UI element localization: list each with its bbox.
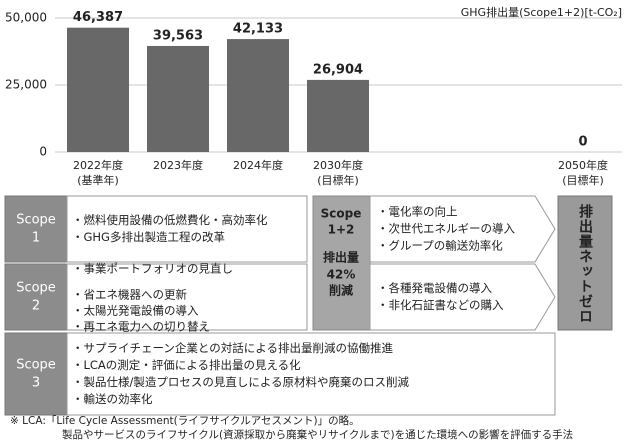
action-item: ・非化石証書などの購入	[377, 298, 504, 312]
target-text: Scope	[321, 207, 362, 221]
scope-item: ・サプライチェーン企業との対話による排出量削減の協働推進	[72, 341, 393, 355]
value-label: 26,904	[313, 62, 363, 77]
scope-item: ・輸送の効率化	[72, 392, 153, 406]
scope-box	[4, 332, 68, 416]
scope-box	[4, 195, 68, 263]
value-label: 39,563	[153, 28, 203, 43]
scope-name: Scope	[16, 281, 56, 296]
y-tick-label: 0	[39, 145, 47, 159]
y-tick-label: 50,000	[5, 11, 47, 25]
y-tick-label: 25,000	[5, 78, 47, 92]
scope-item: ・GHG多排出製造工程の改革	[72, 230, 225, 244]
scope-item: ・事業ポートフォリオの見直し	[72, 262, 233, 276]
action-item: ・グループの輸送効率化	[377, 239, 503, 253]
target-box	[312, 195, 371, 331]
scope-name: Scope	[16, 213, 56, 228]
value-label: 0	[578, 135, 587, 150]
x-tick-label: 2030年度	[313, 158, 363, 172]
x-tick-note: (目標年)	[317, 173, 359, 187]
scope-items-box	[66, 195, 308, 263]
action-item: ・電化率の向上	[377, 205, 458, 219]
scope-number: 2	[32, 299, 40, 314]
scope-items-box	[66, 263, 308, 331]
scope-item: ・太陽光発電設備の導入	[72, 304, 199, 318]
scope-number: 3	[32, 376, 40, 391]
x-tick-note: (基準年)	[77, 173, 119, 187]
x-tick-note: (目標年)	[562, 173, 604, 187]
action-arrow	[369, 195, 556, 263]
target-text: 42%	[327, 268, 356, 282]
x-tick-label: 2022年度	[73, 158, 123, 172]
scope-item: ・省エネ機器への更新	[72, 288, 187, 302]
value-label: 42,133	[233, 22, 283, 37]
goal-box	[557, 195, 613, 331]
scope-items-box	[66, 332, 556, 416]
bar	[147, 45, 209, 152]
target-text: 削減	[329, 283, 353, 298]
scope-item: ・再エネ電力への切り替え	[72, 320, 210, 334]
bar	[67, 27, 129, 153]
scope-box	[4, 263, 68, 331]
action-item: ・次世代エネルギーの導入	[377, 222, 515, 236]
bar	[227, 39, 289, 153]
bar	[307, 79, 369, 152]
footnote: ※ LCA:「Life Cycle Assessment(ライフサイクルアセスメ…	[10, 414, 360, 427]
x-tick-label: 2024年度	[233, 158, 283, 172]
value-label: 46,387	[73, 10, 123, 25]
axis-label: GHG排出量(Scope1+2)[t-CO₂]	[461, 5, 622, 19]
x-tick-label: 2050年度	[558, 158, 608, 172]
action-item: ・各種発電設備の導入	[377, 281, 492, 295]
footnote: 製品やサービスのライフサイクル(資源採取から廃棄やリサイクルまで)を通じた環境へ…	[62, 428, 573, 441]
scope-name: Scope	[16, 358, 56, 373]
goal-text: 排出量ネットゼロ	[577, 203, 593, 324]
target-text: 1+2	[328, 223, 355, 237]
action-arrow	[369, 263, 556, 331]
target-text: 排出量	[323, 250, 359, 265]
scope-number: 1	[32, 231, 40, 246]
scope-item: ・LCAの測定・評価による排出量の見える化	[72, 358, 301, 372]
x-tick-label: 2023年度	[153, 158, 203, 172]
scope-item: ・燃料使用設備の低燃費化・高効率化	[72, 213, 268, 227]
scope-item: ・製品仕様/製造プロセスの見直しによる原材料や廃棄のロス削減	[72, 375, 410, 389]
